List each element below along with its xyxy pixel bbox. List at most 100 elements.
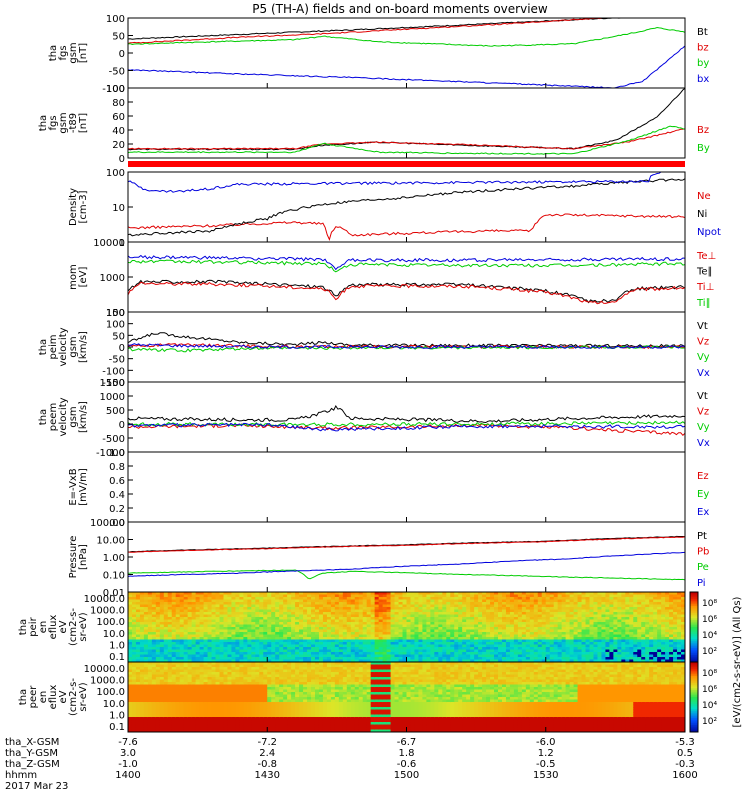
heatmap-cell bbox=[259, 622, 264, 626]
heatmap-cell bbox=[629, 629, 634, 633]
heatmap-cell bbox=[362, 614, 368, 618]
heatmap-cell bbox=[291, 657, 296, 661]
heatmap-cell bbox=[334, 609, 340, 613]
heatmap-cell bbox=[581, 642, 587, 646]
heatmap-cell bbox=[677, 597, 682, 601]
heatmap-cell bbox=[442, 647, 447, 651]
heatmap-cell bbox=[167, 607, 173, 611]
heatmap-cell bbox=[207, 657, 213, 661]
heatmap-cell bbox=[613, 654, 618, 658]
heatmap-cell bbox=[470, 597, 475, 601]
heatmap-cell bbox=[410, 652, 416, 656]
heatmap-cell bbox=[382, 637, 388, 641]
heatmap-cell bbox=[466, 609, 471, 613]
heatmap-cell bbox=[410, 614, 416, 618]
heatmap-cell bbox=[374, 644, 380, 648]
heatmap-cell bbox=[287, 619, 292, 623]
heatmap-cell bbox=[649, 622, 654, 626]
heatmap-cell bbox=[446, 607, 451, 611]
heatmap-cell bbox=[677, 647, 682, 651]
heatmap-cell bbox=[322, 639, 328, 643]
heatmap-cell bbox=[669, 622, 674, 626]
heatmap-cell bbox=[299, 629, 304, 633]
heatmap-cell bbox=[386, 627, 392, 631]
heatmap-cell bbox=[454, 654, 459, 658]
heatmap-cell bbox=[426, 612, 431, 616]
heatmap-cell bbox=[661, 642, 666, 646]
heatmap-cell bbox=[549, 629, 555, 633]
heatmap-cell bbox=[501, 602, 507, 606]
heatmap-cell bbox=[478, 634, 483, 638]
heatmap-cell bbox=[135, 659, 141, 662]
heatmap-cell bbox=[231, 642, 237, 646]
heatmap-cell bbox=[450, 592, 455, 596]
heatmap-cell bbox=[482, 634, 487, 638]
heatmap-cell bbox=[521, 642, 527, 646]
heatmap-cell bbox=[366, 609, 372, 613]
heatmap-cell bbox=[665, 624, 670, 628]
heatmap-cell bbox=[366, 637, 372, 641]
heatmap-cell bbox=[521, 617, 527, 621]
heatmap-cell bbox=[525, 637, 531, 641]
heatmap-cell bbox=[438, 619, 443, 623]
heatmap-cell bbox=[159, 634, 165, 638]
heatmap-cell bbox=[322, 642, 328, 646]
heatmap-cell bbox=[175, 614, 181, 618]
heatmap-cell bbox=[311, 594, 316, 598]
heatmap-cell bbox=[219, 617, 225, 621]
heatmap-cell bbox=[159, 599, 165, 603]
heatmap-cell bbox=[378, 604, 384, 608]
heatmap-cell bbox=[573, 634, 579, 638]
heatmap-cell bbox=[641, 612, 646, 616]
heatmap-cell bbox=[211, 649, 217, 653]
heatmap-cell bbox=[637, 642, 642, 646]
heatmap-cell bbox=[470, 609, 475, 613]
heatmap-cell bbox=[494, 617, 499, 621]
heatmap-cell bbox=[183, 664, 189, 668]
heatmap-cell bbox=[462, 597, 467, 601]
heatmap-cell bbox=[661, 637, 666, 641]
heatmap-cell bbox=[597, 654, 603, 658]
heatmap-cell bbox=[330, 627, 336, 631]
heatmap-cell bbox=[402, 624, 408, 628]
heatmap-cell bbox=[211, 719, 217, 723]
heatmap-cell bbox=[231, 702, 237, 706]
heatmap-cell bbox=[505, 597, 511, 601]
heatmap-cell bbox=[239, 677, 244, 681]
heatmap-cell bbox=[191, 717, 197, 721]
heatmap-cell bbox=[243, 702, 248, 706]
heatmap-cell bbox=[545, 594, 551, 598]
heatmap-cell bbox=[629, 612, 634, 616]
heatmap-cell bbox=[390, 642, 396, 646]
heatmap-cell bbox=[243, 672, 248, 676]
heatmap-cell bbox=[195, 644, 201, 648]
heatmap-cell bbox=[474, 599, 479, 603]
heatmap-cell bbox=[175, 682, 181, 686]
heatmap-cell bbox=[589, 644, 595, 648]
heatmap-cell bbox=[509, 654, 515, 658]
heatmap-cell bbox=[307, 612, 312, 616]
heatmap-cell bbox=[621, 657, 626, 661]
heatmap-cell bbox=[215, 719, 221, 723]
heatmap-cell bbox=[621, 622, 626, 626]
heatmap-cell bbox=[569, 617, 575, 621]
heatmap-cell bbox=[131, 632, 137, 636]
heatmap-cell bbox=[191, 647, 197, 651]
heatmap-cell bbox=[521, 622, 527, 626]
heatmap-cell bbox=[621, 602, 626, 606]
heatmap-cell bbox=[322, 632, 328, 636]
heatmap-cell bbox=[418, 639, 424, 643]
heatmap-cell bbox=[613, 612, 618, 616]
heatmap-cell bbox=[434, 612, 439, 616]
heatmap-cell bbox=[207, 664, 213, 668]
heatmap-cell bbox=[167, 597, 173, 601]
heatmap-cell bbox=[155, 629, 161, 633]
heatmap-cell bbox=[211, 664, 217, 668]
heatmap-cell bbox=[271, 632, 276, 636]
heatmap-cell bbox=[199, 659, 205, 662]
heatmap-cell bbox=[577, 599, 583, 603]
heatmap-cell bbox=[565, 654, 571, 658]
heatmap-cell bbox=[163, 594, 169, 598]
heatmap-cell bbox=[275, 657, 280, 661]
heatmap-cell bbox=[203, 662, 209, 666]
